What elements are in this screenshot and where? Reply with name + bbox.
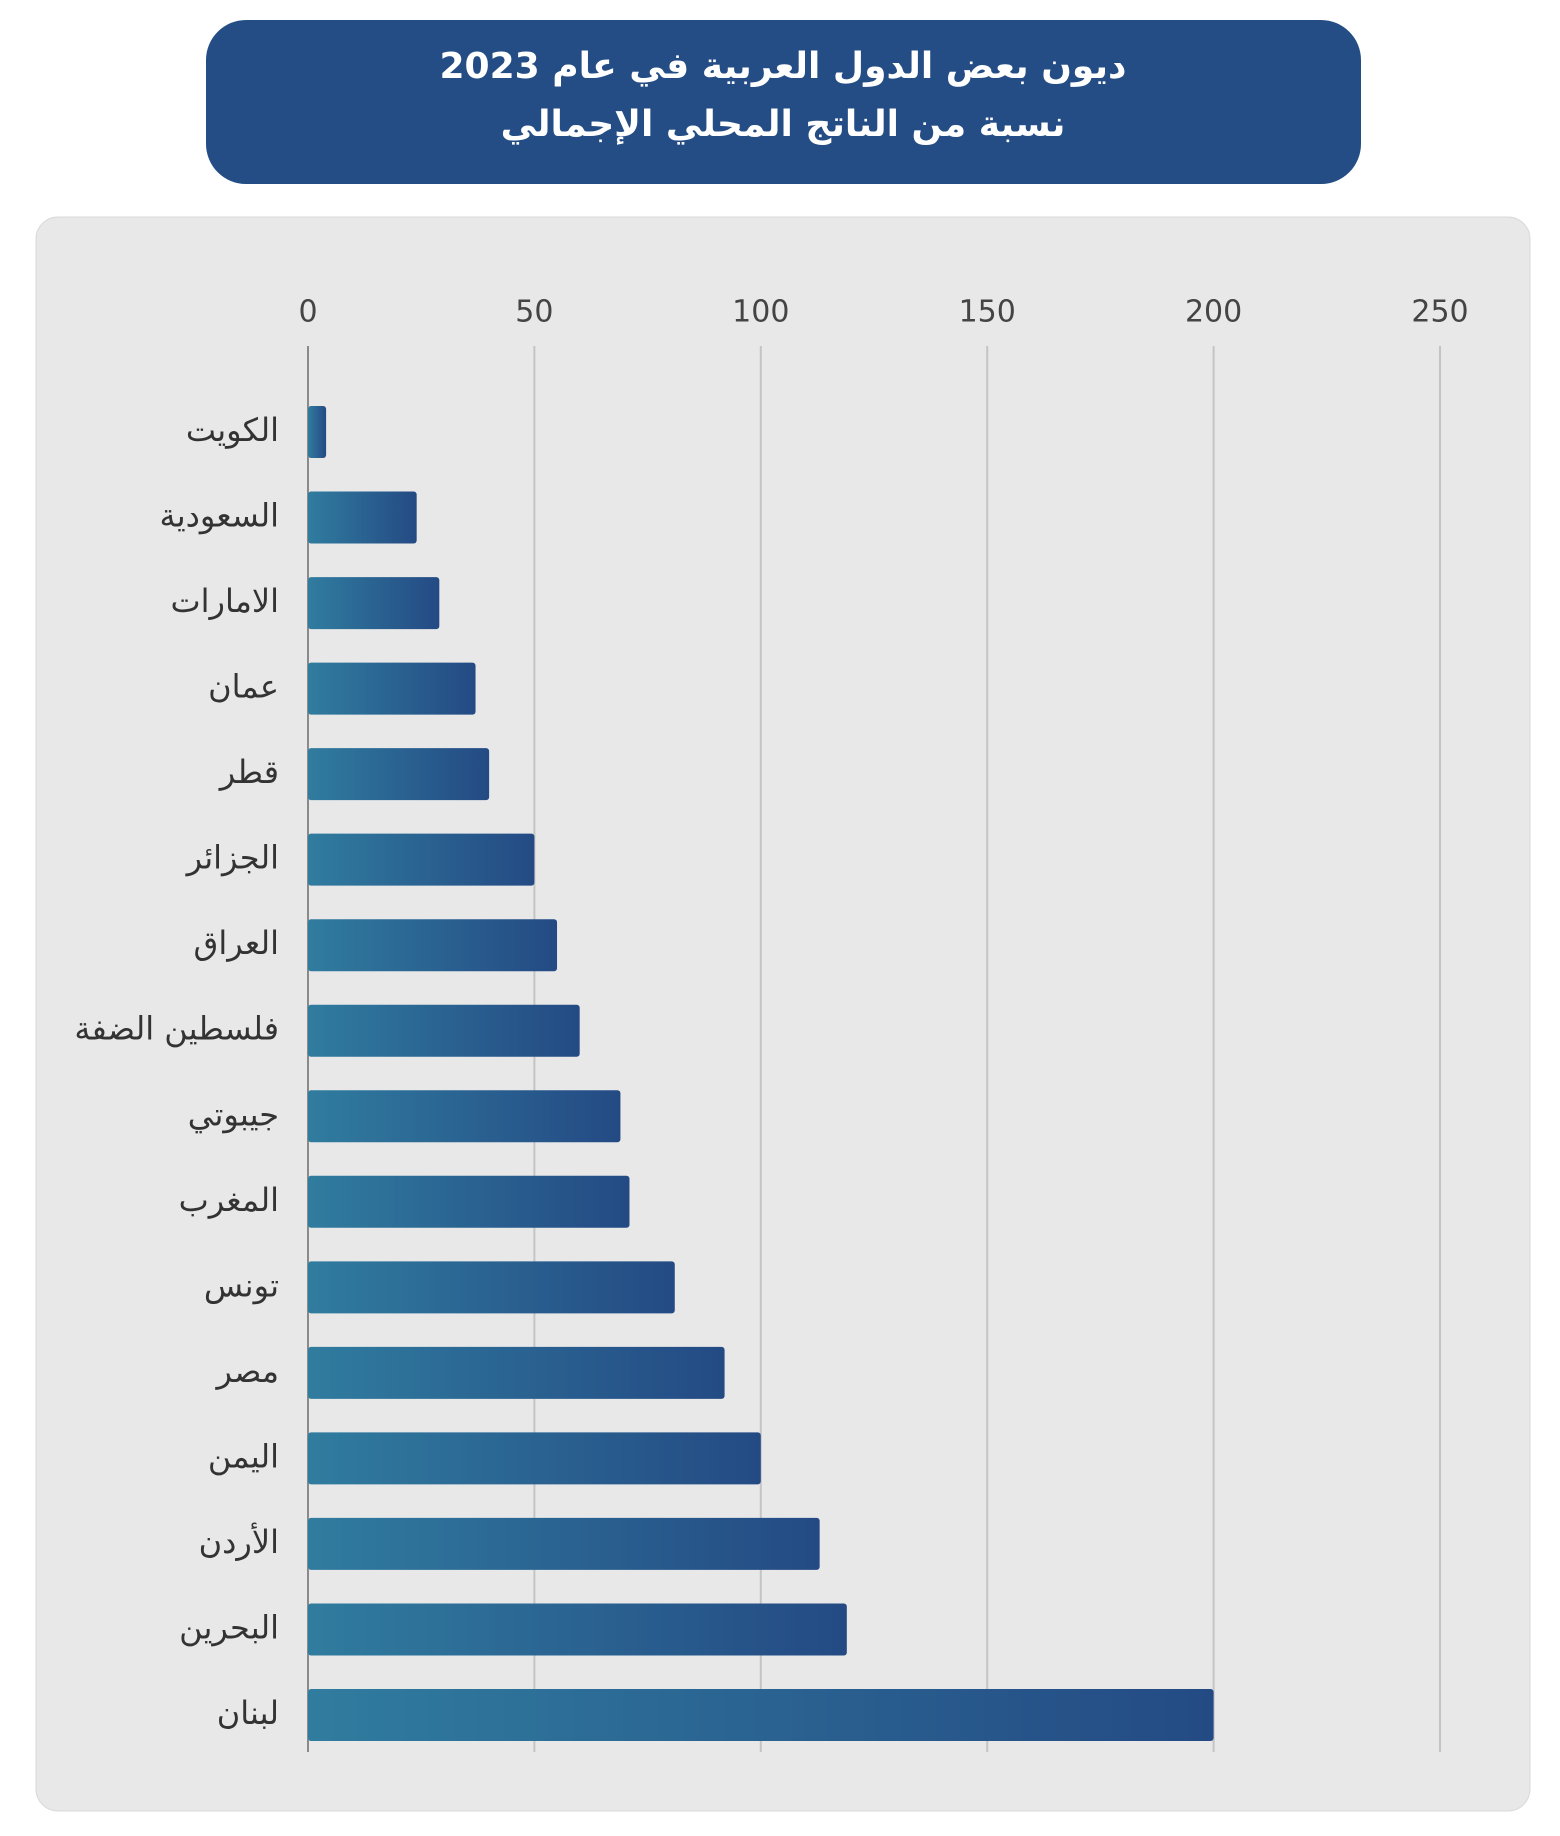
- bar: [308, 748, 490, 801]
- y-tick-label: عمان: [208, 668, 279, 706]
- bar: [308, 1004, 580, 1057]
- y-tick-label: اليمن: [208, 1437, 279, 1475]
- bar: [308, 1603, 847, 1656]
- x-tick-label: 50: [515, 295, 553, 330]
- x-tick-label: 100: [732, 295, 789, 330]
- y-tick-label: البحرين: [179, 1608, 279, 1646]
- bar: [308, 406, 327, 458]
- chart-title: ديون بعض الدول العربية في عام 2023: [439, 46, 1126, 87]
- y-tick-label: مصر: [214, 1352, 279, 1390]
- y-tick-label: جيبوتي: [188, 1095, 279, 1133]
- y-tick-label: السعودية: [160, 497, 279, 535]
- y-tick-label: المغرب: [179, 1181, 279, 1219]
- bar: [308, 1175, 630, 1228]
- plot: 0 50 100 150 200 250 الكويت السعودية الامارات عما…: [74, 295, 1469, 1752]
- chart-subtitle: نسبة من الناتج المحلي الإجمالي: [501, 104, 1066, 145]
- bar: [308, 1261, 675, 1314]
- y-tick-label: الكويت: [186, 411, 279, 449]
- y-tick-label: الأردن: [199, 1522, 279, 1561]
- y-tick-label: فلسطين الضفة: [74, 1010, 279, 1048]
- y-tick-label: قطر: [218, 753, 279, 791]
- bar: [308, 1689, 1214, 1741]
- bar: [308, 577, 440, 630]
- bar: [308, 919, 558, 972]
- x-tick-label: 150: [959, 295, 1016, 330]
- y-tick-label: الامارات: [171, 582, 280, 620]
- y-tick-label: لبنان: [217, 1694, 279, 1732]
- title-box: [206, 20, 1361, 184]
- bar: [308, 491, 417, 544]
- bar: [308, 1090, 621, 1143]
- y-tick-label: الجزائر: [185, 839, 279, 877]
- bar: [308, 833, 535, 886]
- bar: [308, 1432, 761, 1485]
- bar: [308, 1346, 725, 1399]
- x-tick-label: 0: [298, 295, 317, 330]
- bar: [308, 662, 476, 715]
- x-tick-label: 200: [1185, 295, 1242, 330]
- bar: [308, 1517, 820, 1570]
- y-tick-label: تونس: [204, 1266, 279, 1304]
- x-tick-label: 250: [1411, 295, 1468, 330]
- y-tick-label: العراق: [194, 924, 279, 962]
